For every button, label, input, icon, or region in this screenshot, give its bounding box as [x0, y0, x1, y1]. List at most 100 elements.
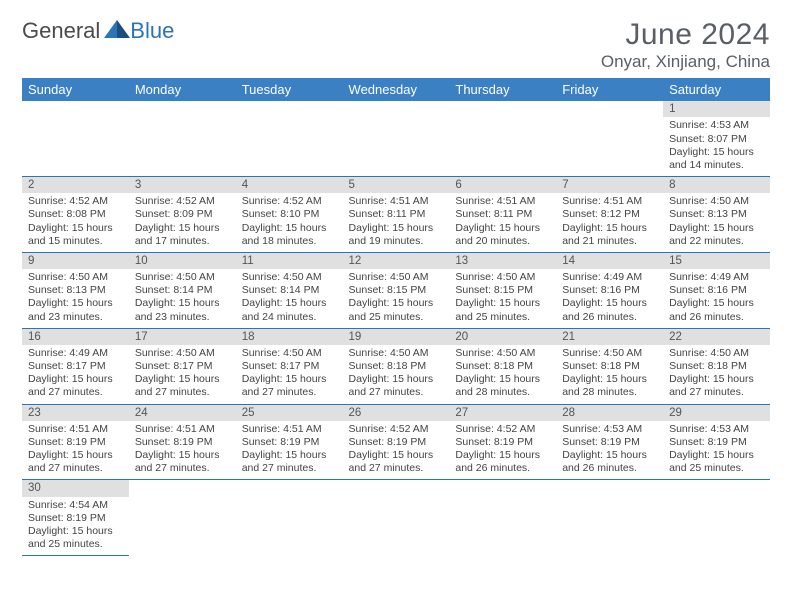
- day-number: 19: [343, 329, 450, 345]
- sunset-line: Sunset: 8:19 PM: [242, 436, 337, 449]
- day-cell: [556, 101, 663, 176]
- sunrise-line: Sunrise: 4:52 AM: [455, 423, 550, 436]
- week-row: 9Sunrise: 4:50 AMSunset: 8:13 PMDaylight…: [22, 252, 770, 328]
- day-number: 1: [663, 101, 770, 117]
- sunrise-line: Sunrise: 4:50 AM: [349, 271, 444, 284]
- day-number: 14: [556, 253, 663, 269]
- sunrise-line: Sunrise: 4:52 AM: [135, 195, 230, 208]
- day-number: 4: [236, 177, 343, 193]
- title-month: June 2024: [601, 18, 770, 52]
- sunrise-line: Sunrise: 4:50 AM: [562, 347, 657, 360]
- day-number: 11: [236, 253, 343, 269]
- weekday-header: Monday: [129, 78, 236, 101]
- sunset-line: Sunset: 8:17 PM: [28, 360, 123, 373]
- day-cell: 29Sunrise: 4:53 AMSunset: 8:19 PMDayligh…: [663, 404, 770, 480]
- daylight-line: Daylight: 15 hours and 19 minutes.: [349, 222, 444, 248]
- day-cell: [129, 101, 236, 176]
- sunrise-line: Sunrise: 4:51 AM: [28, 423, 123, 436]
- day-cell: [236, 480, 343, 556]
- day-cell: 4Sunrise: 4:52 AMSunset: 8:10 PMDaylight…: [236, 176, 343, 252]
- daylight-line: Daylight: 15 hours and 23 minutes.: [28, 297, 123, 323]
- sunset-line: Sunset: 8:17 PM: [135, 360, 230, 373]
- sunset-line: Sunset: 8:14 PM: [242, 284, 337, 297]
- weekday-row: SundayMondayTuesdayWednesdayThursdayFrid…: [22, 78, 770, 101]
- daylight-line: Daylight: 15 hours and 21 minutes.: [562, 222, 657, 248]
- day-number: 13: [449, 253, 556, 269]
- day-cell: 15Sunrise: 4:49 AMSunset: 8:16 PMDayligh…: [663, 252, 770, 328]
- logo: General Blue: [22, 18, 174, 44]
- day-cell: 21 Sunrise: 4:50 AMSunset: 8:18 PMDayligh…: [556, 328, 663, 404]
- title-block: June 2024 Onyar, Xinjiang, China: [601, 18, 770, 72]
- day-cell: 7Sunrise: 4:51 AMSunset: 8:12 PMDaylight…: [556, 176, 663, 252]
- sunset-line: Sunset: 8:14 PM: [135, 284, 230, 297]
- sunrise-line: Sunrise: 4:50 AM: [455, 347, 550, 360]
- sunrise-line: Sunrise: 4:50 AM: [242, 347, 337, 360]
- day-cell: [556, 480, 663, 556]
- daylight-line: Daylight: 15 hours and 27 minutes.: [135, 373, 230, 399]
- day-cell: 20Sunrise: 4:50 AMSunset: 8:18 PMDayligh…: [449, 328, 556, 404]
- sunrise-line: Sunrise: 4:51 AM: [135, 423, 230, 436]
- sunset-line: Sunset: 8:18 PM: [349, 360, 444, 373]
- sunrise-line: Sunrise: 4:49 AM: [669, 271, 764, 284]
- day-cell: 28Sunrise: 4:53 AMSunset: 8:19 PMDayligh…: [556, 404, 663, 480]
- daylight-line: Daylight: 15 hours and 27 minutes.: [242, 449, 337, 475]
- sunset-line: Sunset: 8:13 PM: [28, 284, 123, 297]
- sunrise-line: Sunrise: 4:51 AM: [242, 423, 337, 436]
- day-cell: 3Sunrise: 4:52 AMSunset: 8:09 PMDaylight…: [129, 176, 236, 252]
- day-number: 3: [129, 177, 236, 193]
- day-cell: 5Sunrise: 4:51 AMSunset: 8:11 PMDaylight…: [343, 176, 450, 252]
- day-number: 2: [22, 177, 129, 193]
- sunset-line: Sunset: 8:09 PM: [135, 208, 230, 221]
- sunset-line: Sunset: 8:19 PM: [28, 512, 123, 525]
- daylight-line: Daylight: 15 hours and 25 minutes.: [455, 297, 550, 323]
- weekday-header: Friday: [556, 78, 663, 101]
- day-number: 29: [663, 405, 770, 421]
- sunrise-line: Sunrise: 4:52 AM: [28, 195, 123, 208]
- daylight-line: Daylight: 15 hours and 26 minutes.: [455, 449, 550, 475]
- day-cell: 24Sunrise: 4:51 AMSunset: 8:19 PMDayligh…: [129, 404, 236, 480]
- sunset-line: Sunset: 8:10 PM: [242, 208, 337, 221]
- sunset-line: Sunset: 8:15 PM: [349, 284, 444, 297]
- day-cell: 27Sunrise: 4:52 AMSunset: 8:19 PMDayligh…: [449, 404, 556, 480]
- day-cell: 26Sunrise: 4:52 AMSunset: 8:19 PMDayligh…: [343, 404, 450, 480]
- daylight-line: Daylight: 15 hours and 28 minutes.: [562, 373, 657, 399]
- calendar-table: SundayMondayTuesdayWednesdayThursdayFrid…: [22, 78, 770, 556]
- sunset-line: Sunset: 8:08 PM: [28, 208, 123, 221]
- sunrise-line: Sunrise: 4:51 AM: [349, 195, 444, 208]
- day-number: 18: [236, 329, 343, 345]
- daylight-line: Daylight: 15 hours and 23 minutes.: [135, 297, 230, 323]
- logo-text-general: General: [22, 18, 100, 44]
- day-number: 17: [129, 329, 236, 345]
- daylight-line: Daylight: 15 hours and 25 minutes.: [349, 297, 444, 323]
- day-number: 21: [556, 329, 663, 345]
- sunset-line: Sunset: 8:17 PM: [242, 360, 337, 373]
- day-number: 30: [22, 480, 129, 496]
- day-cell: [236, 101, 343, 176]
- calendar-head: SundayMondayTuesdayWednesdayThursdayFrid…: [22, 78, 770, 101]
- week-row: 30Sunrise: 4:54 AMSunset: 8:19 PMDayligh…: [22, 480, 770, 556]
- logo-text-blue: Blue: [130, 18, 174, 44]
- sunrise-line: Sunrise: 4:51 AM: [455, 195, 550, 208]
- sunrise-line: Sunrise: 4:50 AM: [242, 271, 337, 284]
- sunset-line: Sunset: 8:19 PM: [349, 436, 444, 449]
- daylight-line: Daylight: 15 hours and 22 minutes.: [669, 222, 764, 248]
- sunrise-line: Sunrise: 4:50 AM: [349, 347, 444, 360]
- day-cell: 19Sunrise: 4:50 AMSunset: 8:18 PMDayligh…: [343, 328, 450, 404]
- daylight-line: Daylight: 15 hours and 24 minutes.: [242, 297, 337, 323]
- day-cell: 12Sunrise: 4:50 AMSunset: 8:15 PMDayligh…: [343, 252, 450, 328]
- week-row: 2Sunrise: 4:52 AMSunset: 8:08 PMDaylight…: [22, 176, 770, 252]
- sunrise-line: Sunrise: 4:53 AM: [562, 423, 657, 436]
- sunrise-line: Sunrise: 4:50 AM: [135, 347, 230, 360]
- sunset-line: Sunset: 8:19 PM: [455, 436, 550, 449]
- sunset-line: Sunset: 8:18 PM: [562, 360, 657, 373]
- sunrise-line: Sunrise: 4:50 AM: [135, 271, 230, 284]
- sunrise-line: Sunrise: 4:53 AM: [669, 423, 764, 436]
- day-number: 5: [343, 177, 450, 193]
- daylight-line: Daylight: 15 hours and 27 minutes.: [669, 373, 764, 399]
- sunset-line: Sunset: 8:15 PM: [455, 284, 550, 297]
- day-cell: 13Sunrise: 4:50 AMSunset: 8:15 PMDayligh…: [449, 252, 556, 328]
- daylight-line: Daylight: 15 hours and 27 minutes.: [242, 373, 337, 399]
- daylight-line: Daylight: 15 hours and 25 minutes.: [669, 449, 764, 475]
- sunrise-line: Sunrise: 4:54 AM: [28, 499, 123, 512]
- daylight-line: Daylight: 15 hours and 27 minutes.: [28, 449, 123, 475]
